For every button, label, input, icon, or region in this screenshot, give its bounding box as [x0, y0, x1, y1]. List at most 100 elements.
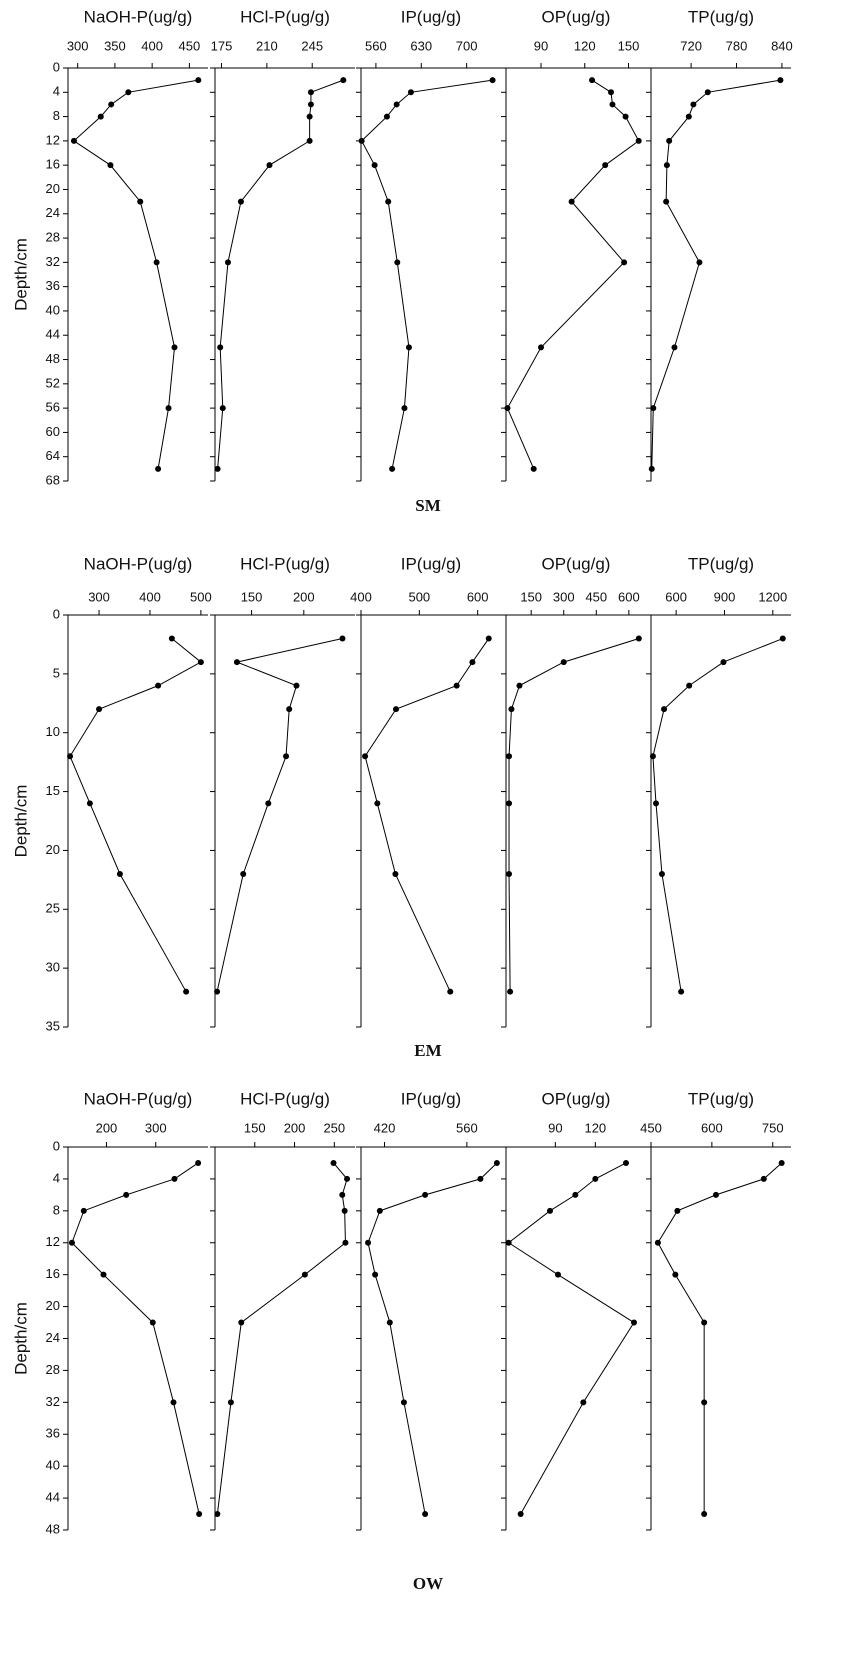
- panel-label: SM: [415, 496, 441, 515]
- data-point: [123, 1191, 130, 1198]
- data-point: [508, 706, 515, 713]
- x-tick-label: 780: [726, 38, 748, 53]
- data-point: [153, 259, 160, 266]
- profile-line: [651, 79, 781, 469]
- y-tick-label: 64: [46, 448, 60, 463]
- x-tick-label: 150: [241, 589, 263, 604]
- x-tick-label: 500: [190, 589, 212, 604]
- data-point: [386, 1319, 393, 1326]
- data-point: [392, 870, 399, 877]
- x-tick-label: 120: [584, 1120, 606, 1135]
- x-tick-label: 250: [323, 1120, 345, 1135]
- x-tick-label: 300: [553, 589, 575, 604]
- panel-title: TP(ug/g): [688, 554, 754, 573]
- y-tick-label: 44: [46, 1490, 60, 1505]
- profile-line: [508, 638, 639, 992]
- data-point: [661, 706, 668, 713]
- x-tick-label: 1200: [758, 589, 787, 604]
- data-point: [237, 198, 244, 205]
- data-point: [393, 706, 399, 713]
- data-point: [339, 1191, 346, 1198]
- data-point: [690, 101, 697, 108]
- data-point: [592, 1175, 599, 1182]
- data-point: [383, 113, 390, 120]
- x-tick-label: 210: [256, 38, 278, 53]
- data-point: [696, 259, 703, 266]
- x-tick-label: 700: [456, 38, 478, 53]
- y-tick-label: 16: [46, 157, 60, 172]
- y-axis-label: Depth/cm: [11, 238, 30, 311]
- data-point: [623, 1159, 629, 1166]
- data-point: [342, 1239, 349, 1246]
- y-axis-label: Depth/cm: [11, 1302, 30, 1375]
- y-tick-label: 28: [46, 229, 60, 244]
- y-tick-label: 40: [46, 302, 60, 317]
- data-point: [195, 1159, 202, 1166]
- data-point: [663, 162, 670, 169]
- data-point: [233, 659, 240, 666]
- data-point: [371, 162, 378, 169]
- profile-line: [216, 638, 343, 992]
- data-point: [701, 1511, 708, 1518]
- y-tick-label: 48: [46, 1521, 60, 1536]
- x-tick-label: 450: [640, 1120, 662, 1135]
- data-point: [405, 344, 412, 351]
- x-tick-label: 350: [104, 38, 126, 53]
- x-tick-label: 750: [762, 1120, 784, 1135]
- x-tick-label: 400: [350, 589, 372, 604]
- data-point: [374, 800, 381, 807]
- y-tick-label: 8: [53, 1202, 60, 1217]
- profile-line: [217, 79, 344, 469]
- y-tick-label: 4: [53, 1170, 60, 1185]
- data-point: [358, 137, 365, 144]
- data-point: [658, 870, 665, 877]
- data-point: [568, 198, 575, 205]
- y-tick-label: 12: [46, 1234, 60, 1249]
- y-tick-label: 68: [46, 472, 60, 487]
- profile-line: [364, 638, 490, 992]
- data-point: [650, 405, 657, 412]
- data-point: [560, 659, 567, 666]
- y-tick-label: 20: [46, 842, 60, 857]
- panel-title: TP(ug/g): [688, 1089, 754, 1108]
- data-point: [648, 465, 655, 472]
- data-point: [116, 870, 123, 877]
- profile-line: [361, 79, 493, 469]
- panel-title: OP(ug/g): [542, 554, 611, 573]
- y-tick-label: 20: [46, 1298, 60, 1313]
- panel-title: NaOH-P(ug/g): [84, 1089, 193, 1108]
- data-point: [400, 1399, 407, 1406]
- data-point: [530, 465, 537, 472]
- data-point: [504, 405, 511, 412]
- data-point: [107, 162, 114, 169]
- y-tick-label: 0: [53, 59, 60, 74]
- x-tick-label: 500: [408, 589, 430, 604]
- data-point: [155, 465, 162, 472]
- data-point: [219, 405, 226, 412]
- data-point: [227, 1399, 234, 1406]
- x-tick-label: 400: [139, 589, 161, 604]
- data-point: [621, 259, 628, 266]
- data-point: [401, 405, 408, 412]
- data-point: [701, 1319, 708, 1326]
- data-point: [672, 1271, 679, 1278]
- data-point: [70, 137, 77, 144]
- y-tick-label: 5: [53, 665, 60, 680]
- y-tick-label: 35: [46, 1018, 60, 1033]
- x-tick-label: 560: [456, 1120, 478, 1135]
- data-point: [100, 1271, 107, 1278]
- y-tick-label: 24: [46, 205, 60, 220]
- y-tick-label: 56: [46, 400, 60, 415]
- x-tick-label: 400: [141, 38, 163, 53]
- panel-title: IP(ug/g): [401, 7, 461, 26]
- data-point: [224, 259, 231, 266]
- y-tick-label: 10: [46, 724, 60, 739]
- panel-title: OP(ug/g): [542, 1089, 611, 1108]
- data-point: [506, 800, 513, 807]
- data-point: [493, 1159, 500, 1166]
- data-point: [506, 870, 513, 877]
- data-point: [505, 1239, 512, 1246]
- data-point: [517, 1511, 524, 1518]
- data-point: [422, 1191, 429, 1198]
- data-point: [447, 988, 454, 995]
